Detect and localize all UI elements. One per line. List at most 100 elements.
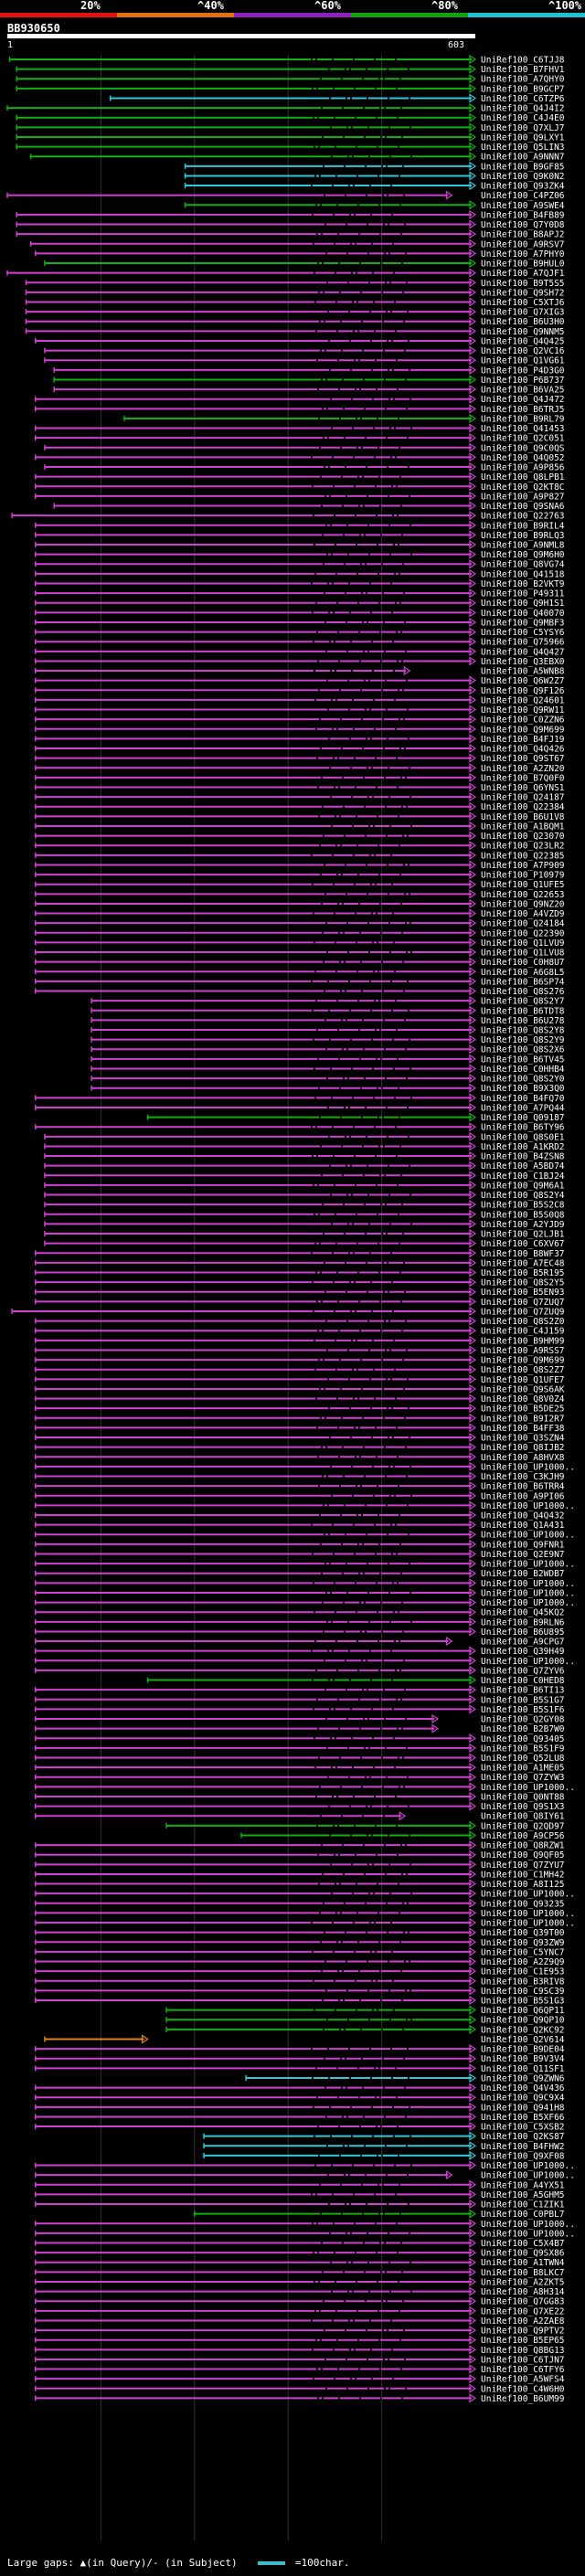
hit-label[interactable]: UniRef100_Q3SZN4 — [481, 1434, 565, 1444]
hit-label[interactable]: UniRef100_C4J4E0 — [481, 113, 565, 123]
hit-row[interactable]: UniRef100_A7EC48 — [34, 1257, 565, 1268]
hit-label[interactable]: UniRef100_A4YX51 — [481, 2180, 565, 2190]
hit-row[interactable]: UniRef100_A7QHY0 — [16, 74, 565, 85]
hit-label[interactable]: UniRef100_Q7ZYV6 — [481, 1666, 565, 1676]
hit-row[interactable]: UniRef100_Q6QP11 — [165, 2005, 565, 2016]
hit-label[interactable]: UniRef100_A9RSV7 — [481, 239, 565, 249]
hit-row[interactable]: UniRef100_Q3SZN4 — [34, 1432, 565, 1444]
hit-row[interactable]: UniRef100_UP1000.. — [34, 1597, 575, 1608]
hit-row[interactable]: UniRef100_Q2KC92 — [165, 2024, 565, 2035]
hit-label[interactable]: UniRef100_Q8S2Z7 — [481, 1365, 565, 1375]
hit-row[interactable]: UniRef100_C5X4B7 — [34, 2238, 565, 2249]
hit-label[interactable]: UniRef100_B8WF37 — [481, 1249, 565, 1259]
hit-label[interactable]: UniRef100_B5S0Q8 — [481, 1210, 565, 1220]
hit-label[interactable]: UniRef100_Q1LVU9 — [481, 938, 565, 949]
hit-label[interactable]: UniRef100_Q2LJB1 — [481, 1230, 565, 1240]
hit-label[interactable]: UniRef100_C4J159 — [481, 1327, 565, 1337]
hit-row[interactable]: UniRef100_B4ZSN8 — [44, 1150, 565, 1162]
hit-row[interactable]: UniRef100_C6TJJ8 — [8, 55, 565, 66]
hit-label[interactable]: UniRef100_A7PHY0 — [481, 249, 565, 260]
hit-label[interactable]: UniRef100_Q2E9N7 — [481, 1550, 565, 1560]
hit-row[interactable]: UniRef100_B9RIL4 — [34, 520, 565, 531]
hit-label[interactable]: UniRef100_Q4J4I2 — [481, 104, 565, 114]
hit-label[interactable]: UniRef100_Q1UFE5 — [481, 880, 565, 890]
hit-row[interactable]: UniRef100_Q8S0E1 — [44, 1131, 565, 1142]
hit-row[interactable]: UniRef100_B6VA25 — [53, 384, 565, 396]
hit-label[interactable]: UniRef100_Q9K0N2 — [481, 172, 565, 182]
hit-row[interactable]: UniRef100_A5WFS4 — [34, 2374, 565, 2385]
hit-label[interactable]: UniRef100_UP1000.. — [481, 1909, 575, 1919]
hit-row[interactable]: UniRef100_Q7GG83 — [34, 2296, 565, 2307]
hit-label[interactable]: UniRef100_B5EP65 — [481, 2336, 565, 2346]
hit-label[interactable]: UniRef100_B5DE25 — [481, 1405, 565, 1415]
hit-label[interactable]: UniRef100_A9P856 — [481, 463, 565, 473]
hit-row[interactable]: UniRef100_A7PQ44 — [34, 1102, 565, 1113]
hit-row[interactable]: UniRef100_C1E953 — [34, 1966, 565, 1977]
hit-row[interactable]: UniRef100_Q93405 — [34, 1733, 565, 1744]
hit-label[interactable]: UniRef100_UP1000.. — [481, 2161, 575, 2171]
hit-row[interactable]: UniRef100_B9T5S5 — [25, 278, 565, 289]
hit-label[interactable]: UniRef100_Q9LXY1 — [481, 133, 565, 143]
hit-label[interactable]: UniRef100_P6B737 — [481, 376, 565, 386]
hit-row[interactable]: UniRef100_B9HM99 — [34, 1335, 565, 1346]
hit-row[interactable]: UniRef100_Q75966 — [34, 637, 565, 648]
hit-label[interactable]: UniRef100_Q7ZYU7 — [481, 1860, 565, 1871]
hit-row[interactable]: UniRef100_Q7XE22 — [34, 2306, 565, 2316]
hit-label[interactable]: UniRef100_Q9RW11 — [481, 705, 565, 716]
hit-row[interactable]: UniRef100_B9RLQ3 — [34, 530, 565, 541]
hit-row[interactable]: UniRef100_C0H8U7 — [34, 957, 565, 968]
hit-row[interactable]: UniRef100_Q8S2Z7 — [34, 1364, 565, 1375]
hit-label[interactable]: UniRef100_B6U278 — [481, 1016, 565, 1026]
hit-row[interactable]: UniRef100_Q1VG61 — [44, 355, 565, 366]
hit-row[interactable]: UniRef100_A4VZD9 — [34, 908, 565, 919]
hit-row[interactable]: UniRef100_B6TV45 — [90, 1054, 565, 1065]
hit-label[interactable]: UniRef100_Q93ZK4 — [481, 182, 565, 192]
hit-row[interactable]: UniRef100_Q2C051 — [34, 433, 565, 444]
hit-label[interactable]: UniRef100_Q24187 — [481, 793, 565, 803]
hit-row[interactable]: UniRef100_UP1000.. — [34, 1530, 575, 1541]
hit-label[interactable]: UniRef100_C5XTJ6 — [481, 298, 565, 308]
hit-label[interactable]: UniRef100_Q8LPB1 — [481, 472, 565, 482]
hit-label[interactable]: UniRef100_Q9S6AK — [481, 1384, 565, 1394]
hit-label[interactable]: UniRef100_Q8S2X6 — [481, 1045, 565, 1055]
hit-row[interactable]: UniRef100_B9RLN6 — [34, 1617, 565, 1627]
hit-row[interactable]: UniRef100_B6TRJ5 — [34, 404, 565, 415]
hit-label[interactable]: UniRef100_A7P909 — [481, 861, 565, 871]
hit-label[interactable]: UniRef100_B4FF38 — [481, 1424, 565, 1434]
hit-label[interactable]: UniRef100_Q8IJB2 — [481, 1443, 565, 1453]
hit-label[interactable]: UniRef100_B4FJ19 — [481, 735, 565, 745]
hit-label[interactable]: UniRef100_Q0NT88 — [481, 1792, 565, 1802]
hit-row[interactable]: UniRef100_Q93235 — [34, 1898, 565, 1909]
hit-row[interactable]: UniRef100_A1BQM1 — [34, 821, 565, 832]
hit-row[interactable]: UniRef100_Q4Q052 — [34, 452, 565, 463]
hit-label[interactable]: UniRef100_Q24601 — [481, 695, 565, 705]
hit-label[interactable]: UniRef100_Q9QF05 — [481, 1850, 565, 1860]
hit-row[interactable]: UniRef100_A9NNN7 — [29, 152, 565, 163]
hit-label[interactable]: UniRef100_C3KJH9 — [481, 1472, 565, 1482]
hit-row[interactable]: UniRef100_Q24184 — [34, 918, 565, 929]
hit-label[interactable]: UniRef100_Q4Q426 — [481, 745, 565, 755]
hit-label[interactable]: UniRef100_Q7XLJ7 — [481, 123, 565, 133]
hit-label[interactable]: UniRef100_Q9XF08 — [481, 2151, 565, 2161]
hit-row[interactable]: UniRef100_Q7ZYW3 — [34, 1772, 565, 1783]
hit-row[interactable]: UniRef100_B4FF38 — [34, 1423, 565, 1434]
hit-row[interactable]: UniRef100_B6TRR4 — [34, 1481, 565, 1492]
hit-row[interactable]: UniRef100_Q9S1X3 — [34, 1801, 565, 1812]
hit-label[interactable]: UniRef100_Q9C0QS — [481, 443, 565, 453]
hit-row[interactable]: UniRef100_Q8S2Y8 — [90, 1024, 565, 1036]
hit-row[interactable]: UniRef100_B5S1F9 — [34, 1743, 565, 1754]
hit-row[interactable]: UniRef100_Q9QF05 — [34, 1850, 565, 1860]
hit-row[interactable]: UniRef100_C6TJN7 — [34, 2354, 565, 2365]
hit-label[interactable]: UniRef100_A1ME05 — [481, 1764, 565, 1774]
hit-row[interactable]: UniRef100_A9CP56 — [240, 1830, 565, 1841]
hit-label[interactable]: UniRef100_Q41518 — [481, 569, 565, 579]
hit-row[interactable]: UniRef100_B5XF66 — [34, 2112, 565, 2123]
hit-label[interactable]: UniRef100_B6TDT8 — [481, 1006, 565, 1016]
hit-label[interactable]: UniRef100_Q24184 — [481, 919, 565, 929]
hit-row[interactable]: UniRef100_Q4Q425 — [34, 335, 565, 346]
hit-row[interactable]: UniRef100_A9P827 — [34, 491, 565, 502]
hit-row[interactable]: UniRef100_UP1000.. — [34, 2160, 575, 2171]
hit-label[interactable]: UniRef100_Q9F126 — [481, 686, 565, 696]
hit-label[interactable]: UniRef100_Q9SNA6 — [481, 502, 565, 512]
hit-label[interactable]: UniRef100_Q93405 — [481, 1734, 565, 1744]
